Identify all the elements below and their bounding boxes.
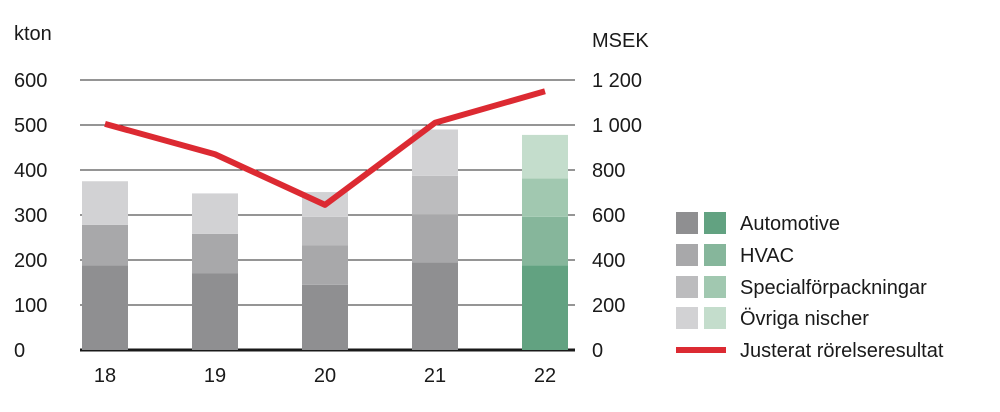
line-series (105, 91, 545, 205)
left-tick-label: 300 (14, 205, 47, 227)
bar-segment-automotive-19 (192, 274, 238, 351)
right-tick-label: 400 (592, 250, 625, 272)
left-axis-ticks: 0 100 200 300 400 500 600 (14, 70, 47, 362)
legend-swatch-grey (676, 276, 698, 298)
x-axis-ticks: 18 19 20 21 22 (94, 365, 556, 387)
bar-segment-automotive-18 (82, 265, 128, 350)
left-tick-label: 400 (14, 160, 47, 182)
legend-swatch-green (704, 244, 726, 266)
bar-segment--vriga-nischer-18 (82, 181, 128, 225)
x-tick-label: 22 (534, 365, 556, 387)
bar-segment-hvac-21 (412, 214, 458, 262)
legend-label: Automotive (740, 213, 840, 235)
legend-label: Specialförpackningar (740, 277, 927, 299)
left-axis-label: kton (14, 23, 52, 45)
legend: Automotive HVAC Specialförpackningar Övriga… (676, 212, 944, 362)
right-tick-label: 1 000 (592, 115, 642, 137)
bar-segment-specialf-rpackningar-21 (412, 176, 458, 214)
right-tick-label: 600 (592, 205, 625, 227)
bar-segment--vriga-nischer-19 (192, 193, 238, 234)
x-tick-label: 19 (204, 365, 226, 387)
left-tick-label: 100 (14, 295, 47, 317)
right-tick-label: 200 (592, 295, 625, 317)
bar-segment-automotive-21 (412, 262, 458, 350)
line-justerat-rorelseresultat (105, 91, 545, 205)
left-tick-label: 600 (14, 70, 47, 92)
bar-segment-automotive-22 (522, 265, 568, 350)
bar-segment-hvac-20 (302, 245, 348, 285)
x-tick-label: 18 (94, 365, 116, 387)
x-tick-label: 20 (314, 365, 336, 387)
bar-segment-hvac-19 (192, 234, 238, 274)
legend-swatch-green (704, 276, 726, 298)
bar-segment--vriga-nischer-22 (522, 135, 568, 179)
legend-swatch-grey (676, 307, 698, 329)
bar-segment-specialf-rpackningar-22 (522, 179, 568, 217)
x-tick-label: 21 (424, 365, 446, 387)
legend-label: Övriga nischer (740, 308, 869, 330)
right-axis-ticks: 0 200 400 600 800 1 000 1 200 (592, 70, 642, 362)
right-tick-label: 0 (592, 340, 603, 362)
right-axis-label: MSEK (592, 30, 649, 52)
bar-segment-hvac-18 (82, 225, 128, 266)
left-tick-label: 200 (14, 250, 47, 272)
legend-swatch-green (704, 307, 726, 329)
legend-label: Justerat rörelseresultat (740, 340, 944, 362)
right-tick-label: 1 200 (592, 70, 642, 92)
left-tick-label: 0 (14, 340, 25, 362)
bar-segment-automotive-20 (302, 285, 348, 350)
legend-swatch-grey (676, 212, 698, 234)
legend-swatch-grey (676, 244, 698, 266)
legend-label: HVAC (740, 245, 794, 267)
left-tick-label: 500 (14, 115, 47, 137)
bar-segment-hvac-22 (522, 217, 568, 266)
right-tick-label: 800 (592, 160, 625, 182)
legend-swatch-green (704, 212, 726, 234)
bars (82, 130, 568, 351)
bar-segment-specialf-rpackningar-20 (302, 217, 348, 245)
